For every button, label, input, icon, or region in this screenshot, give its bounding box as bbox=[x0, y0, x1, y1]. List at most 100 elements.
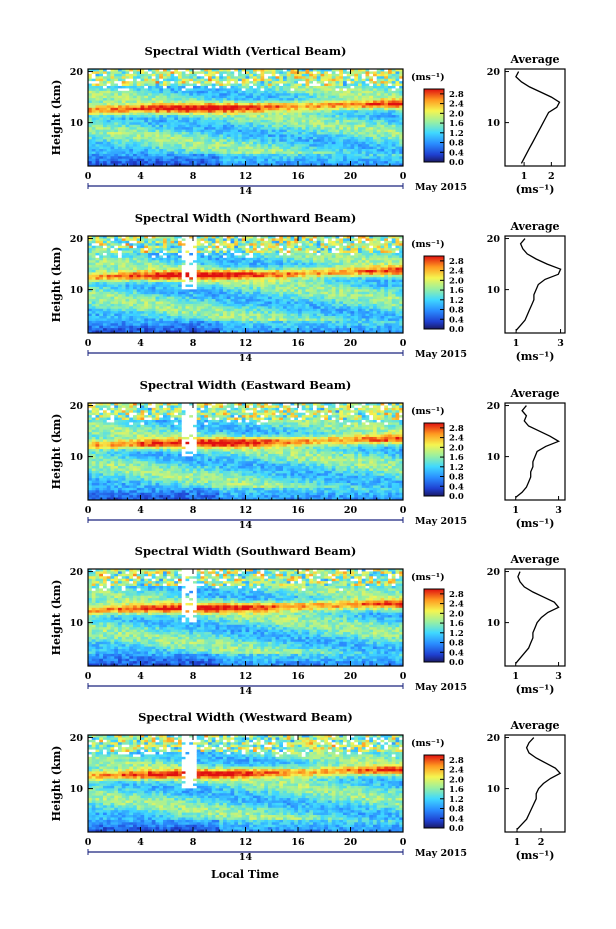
colorbar-unit: (ms⁻¹) bbox=[411, 738, 445, 749]
x-tick-label: 12 bbox=[239, 171, 252, 182]
average-title: Average bbox=[509, 553, 559, 566]
heatmap bbox=[88, 735, 404, 833]
colorbar-tick-label: 2.4 bbox=[449, 766, 464, 776]
x-tick-label: 0 bbox=[400, 671, 407, 682]
colorbar-tick-label: 0.4 bbox=[449, 482, 464, 492]
average-frame bbox=[504, 568, 566, 667]
x-tick-label: 16 bbox=[291, 338, 305, 349]
panel-2: Spectral Width (Northward Beam) 0 4 8 12 16 20… bbox=[50, 211, 566, 364]
average-x-tick-label: 1 bbox=[513, 338, 520, 349]
panel-title: Spectral Width (Southward Beam) bbox=[135, 544, 357, 558]
y-tick-label: 20 bbox=[70, 401, 84, 412]
panel-title: Spectral Width (Eastward Beam) bbox=[140, 378, 352, 392]
x-tick-label: 4 bbox=[137, 338, 144, 349]
average-x-label: (ms⁻¹) bbox=[516, 350, 555, 363]
colorbar-tick-label: 1.2 bbox=[449, 296, 464, 306]
x-tick-label: 12 bbox=[239, 338, 252, 349]
x-tick-label: 0 bbox=[400, 837, 407, 848]
colorbar-tick-label: 2.4 bbox=[449, 434, 464, 444]
colorbar-tick-label: 0.8 bbox=[449, 306, 464, 316]
average-x-tick-label: 1 bbox=[521, 171, 528, 182]
colorbar-tick-label: 2.0 bbox=[449, 443, 464, 453]
y-tick-label: 20 bbox=[70, 234, 84, 245]
average-x-tick-label: 2 bbox=[538, 837, 545, 848]
colorbar-tick-label: 2.4 bbox=[449, 600, 464, 610]
average-frame bbox=[504, 68, 566, 167]
average-profile-line bbox=[515, 405, 561, 498]
x-tick-label: 16 bbox=[291, 171, 305, 182]
average-y-tick-label: 10 bbox=[487, 618, 501, 629]
colorbar-tick-label: 1.6 bbox=[449, 453, 464, 463]
x-tick-label: 20 bbox=[344, 338, 358, 349]
x-tick-label: 20 bbox=[344, 837, 358, 848]
x-tick-label: 20 bbox=[344, 505, 358, 516]
panel-1: Spectral Width (Vertical Beam)0 4 8 12 16 20 0… bbox=[50, 44, 566, 197]
colorbar-tick-label: 2.4 bbox=[449, 100, 464, 110]
y-axis-label: Height (km) bbox=[50, 414, 63, 490]
y-axis-label: Height (km) bbox=[50, 247, 63, 323]
colorbar-tick-label: 2.0 bbox=[449, 276, 464, 286]
colorbar-tick-label: 1.2 bbox=[449, 463, 464, 473]
average-y-tick-label: 10 bbox=[487, 784, 501, 795]
x-tick-label: 16 bbox=[291, 505, 305, 516]
heatmap bbox=[88, 569, 404, 667]
colorbar-unit: (ms⁻¹) bbox=[411, 406, 445, 417]
colorbar bbox=[423, 88, 445, 163]
y-axis-label: Height (km) bbox=[50, 580, 63, 656]
average-frame bbox=[504, 734, 566, 833]
average-x-label: (ms⁻¹) bbox=[516, 683, 555, 696]
average-title: Average bbox=[509, 719, 559, 732]
colorbar-tick-label: 1.2 bbox=[449, 795, 464, 805]
x-tick-label: 12 bbox=[239, 505, 252, 516]
y-tick-label: 20 bbox=[70, 567, 84, 578]
colorbar-tick-label: 0.8 bbox=[449, 473, 464, 483]
y-tick-label: 10 bbox=[70, 452, 84, 463]
x-tick-label: 0 bbox=[85, 338, 92, 349]
colorbar-tick-label: 1.6 bbox=[449, 286, 464, 296]
colorbar-tick-label: 2.4 bbox=[449, 267, 464, 277]
average-title: Average bbox=[509, 220, 559, 233]
colorbar-tick-label: 1.6 bbox=[449, 785, 464, 795]
x-tick-label: 4 bbox=[137, 837, 144, 848]
panel-3: Spectral Width (Eastward Beam) 0 4 8 12 16 20 0… bbox=[50, 378, 566, 531]
colorbar-tick-label: 0.4 bbox=[449, 148, 464, 158]
x-tick-label: 8 bbox=[190, 171, 197, 182]
day-label: 14 bbox=[239, 186, 253, 197]
colorbar-tick-label: 1.2 bbox=[449, 129, 464, 139]
colorbar-tick-label: 0.4 bbox=[449, 315, 464, 325]
y-tick-label: 10 bbox=[70, 285, 84, 296]
average-x-tick-label: 1 bbox=[512, 671, 519, 682]
y-axis-label: Height (km) bbox=[50, 746, 63, 822]
colorbar bbox=[423, 588, 445, 663]
date-label: May 2015 bbox=[415, 182, 467, 193]
colorbar-tick-label: 2.8 bbox=[449, 424, 464, 434]
colorbar-tick-label: 0.0 bbox=[449, 325, 464, 335]
colorbar-tick-label: 1.6 bbox=[449, 119, 464, 129]
colorbar-tick-label: 2.0 bbox=[449, 775, 464, 785]
panel-5: Spectral Width (Westward Beam)0 4 8 12 16 20 0… bbox=[50, 710, 566, 863]
colorbar-tick-label: 0.8 bbox=[449, 139, 464, 149]
date-label: May 2015 bbox=[415, 349, 467, 360]
date-label: May 2015 bbox=[415, 516, 467, 527]
x-tick-label: 4 bbox=[137, 505, 144, 516]
colorbar-tick-label: 2.0 bbox=[449, 109, 464, 119]
average-y-tick-label: 20 bbox=[487, 234, 501, 245]
day-label: 14 bbox=[239, 686, 253, 697]
average-y-tick-label: 10 bbox=[487, 118, 501, 129]
colorbar-tick-label: 0.0 bbox=[449, 658, 464, 668]
average-y-tick-label: 20 bbox=[487, 67, 501, 78]
y-tick-label: 20 bbox=[70, 733, 84, 744]
average-y-tick-label: 20 bbox=[487, 567, 501, 578]
x-tick-label: 0 bbox=[400, 505, 407, 516]
colorbar-tick-label: 2.8 bbox=[449, 90, 464, 100]
average-title: Average bbox=[509, 53, 559, 66]
date-label: May 2015 bbox=[415, 682, 467, 693]
colorbar-tick-label: 1.6 bbox=[449, 619, 464, 629]
average-y-tick-label: 20 bbox=[487, 733, 501, 744]
average-profile-line bbox=[515, 238, 562, 331]
colorbar-unit: (ms⁻¹) bbox=[411, 239, 445, 250]
x-tick-label: 20 bbox=[344, 171, 358, 182]
colorbar-tick-label: 2.8 bbox=[449, 590, 464, 600]
x-tick-label: 12 bbox=[239, 837, 252, 848]
day-label: 14 bbox=[239, 353, 253, 364]
